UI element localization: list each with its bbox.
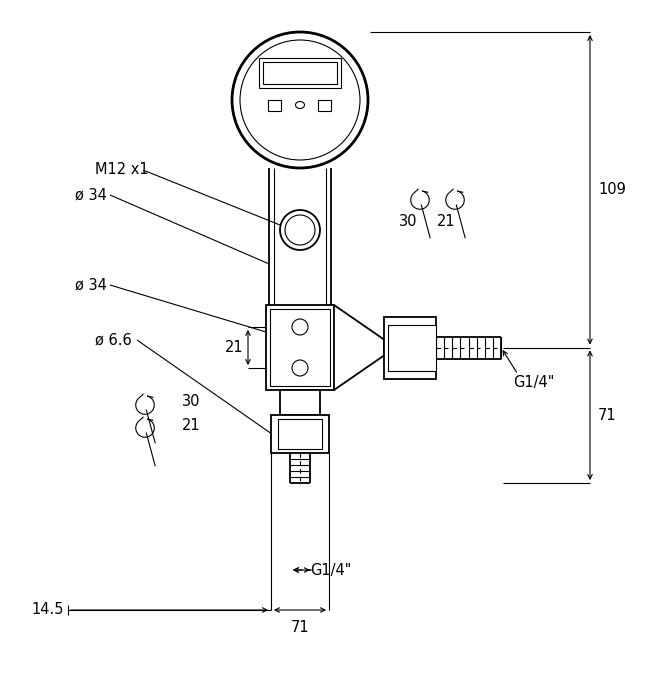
Bar xyxy=(268,100,281,111)
Circle shape xyxy=(280,210,320,250)
Bar xyxy=(271,415,329,453)
Circle shape xyxy=(240,40,360,160)
Text: 21: 21 xyxy=(437,214,455,230)
Text: 71: 71 xyxy=(598,407,616,423)
Bar xyxy=(280,390,320,415)
Bar xyxy=(263,62,337,84)
Text: 14.5: 14.5 xyxy=(31,603,64,617)
Bar xyxy=(388,325,436,370)
Bar xyxy=(259,58,341,88)
Text: ø 6.6: ø 6.6 xyxy=(95,332,132,347)
Bar xyxy=(270,309,330,386)
Circle shape xyxy=(292,319,308,335)
Bar xyxy=(278,419,322,449)
Text: 30: 30 xyxy=(399,214,417,230)
Text: 30: 30 xyxy=(182,395,200,409)
Circle shape xyxy=(292,360,308,376)
Circle shape xyxy=(232,32,368,168)
Text: 71: 71 xyxy=(291,620,310,635)
Text: 109: 109 xyxy=(598,182,626,197)
Text: G1/4": G1/4" xyxy=(513,375,554,390)
Bar xyxy=(266,305,334,390)
Text: 21: 21 xyxy=(182,419,200,433)
Text: 21: 21 xyxy=(225,340,244,355)
Circle shape xyxy=(285,215,315,245)
Bar xyxy=(318,100,331,111)
Text: ø 34: ø 34 xyxy=(75,188,107,202)
Text: ø 34: ø 34 xyxy=(75,277,107,293)
Text: M12 x1: M12 x1 xyxy=(95,162,149,178)
Text: G1/4": G1/4" xyxy=(310,563,351,578)
Ellipse shape xyxy=(296,102,304,108)
Bar xyxy=(384,316,436,379)
